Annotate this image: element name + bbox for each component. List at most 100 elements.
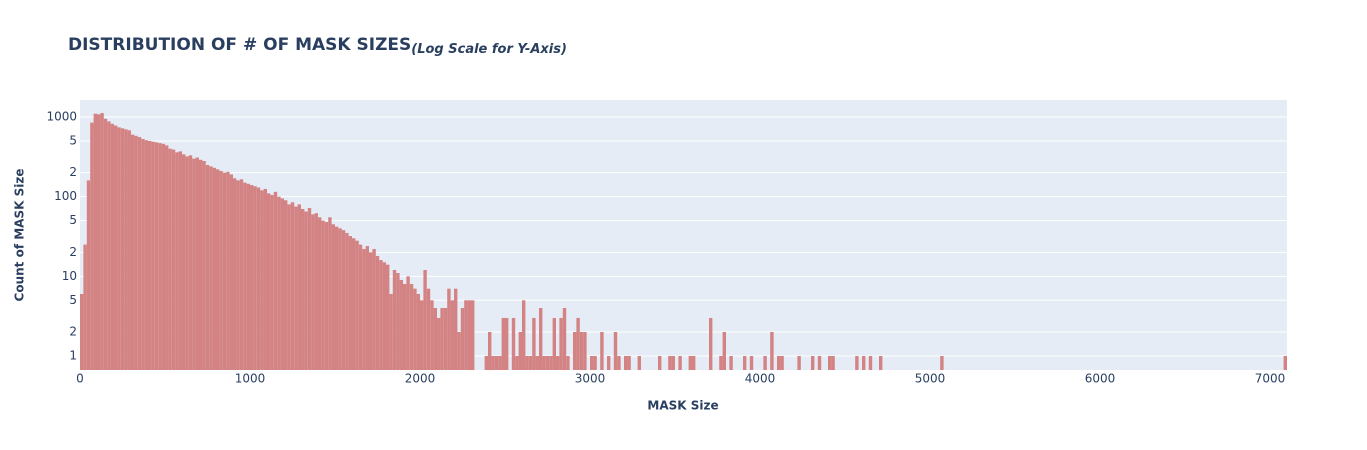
bar xyxy=(219,170,223,370)
bar xyxy=(722,332,726,370)
bar xyxy=(233,178,237,370)
bar xyxy=(392,270,397,370)
bar xyxy=(168,148,172,370)
bar xyxy=(284,200,288,370)
bar xyxy=(182,154,186,370)
bar xyxy=(542,355,546,370)
bar xyxy=(318,217,322,370)
bar xyxy=(624,355,628,370)
bar xyxy=(423,270,427,370)
bar xyxy=(583,332,587,370)
bar xyxy=(158,143,162,370)
bar xyxy=(780,355,784,370)
bar xyxy=(443,308,448,370)
bar xyxy=(855,355,859,370)
bar xyxy=(93,113,97,371)
bar xyxy=(729,355,733,370)
bar xyxy=(294,206,298,370)
bar xyxy=(688,355,692,370)
bar xyxy=(202,161,206,370)
bar xyxy=(114,125,118,370)
bar xyxy=(348,236,352,370)
bar xyxy=(498,355,502,370)
bar xyxy=(375,255,380,370)
bar xyxy=(447,288,451,370)
bar xyxy=(216,169,220,370)
y-tick-label: 2 xyxy=(69,245,77,259)
bar xyxy=(185,156,189,370)
bar xyxy=(270,194,274,370)
bar xyxy=(355,240,359,370)
bar xyxy=(97,114,101,370)
bar xyxy=(797,355,801,370)
bar xyxy=(331,224,335,370)
bar xyxy=(86,180,91,370)
bar xyxy=(811,355,815,370)
y-tick-label: 10 xyxy=(62,269,77,283)
bar xyxy=(593,355,597,370)
bar xyxy=(1283,355,1287,370)
bar xyxy=(236,180,240,370)
y-axis-title: Count of MASK Size xyxy=(13,169,27,302)
bar xyxy=(389,293,393,370)
bar xyxy=(518,332,522,370)
bar xyxy=(358,244,363,370)
bar xyxy=(437,317,441,370)
x-tick-label: 4000 xyxy=(745,372,776,386)
bar xyxy=(175,152,179,370)
bar xyxy=(484,355,488,370)
bar xyxy=(413,288,417,370)
bar xyxy=(763,355,767,370)
bar xyxy=(321,220,325,370)
bar xyxy=(613,332,618,370)
bar xyxy=(522,300,526,370)
x-tick-label: 3000 xyxy=(575,372,606,386)
bar xyxy=(692,355,696,370)
bar xyxy=(566,355,570,370)
bar xyxy=(607,355,611,370)
bar xyxy=(868,355,873,370)
bar xyxy=(668,355,672,370)
bar xyxy=(134,135,138,370)
bar xyxy=(576,317,580,370)
bar xyxy=(103,118,108,371)
bar xyxy=(403,284,407,370)
bar xyxy=(260,190,264,370)
bar xyxy=(178,151,182,370)
x-tick-label: 7000 xyxy=(1255,372,1286,386)
bar xyxy=(277,196,281,370)
bar xyxy=(83,244,87,370)
bar xyxy=(165,145,169,370)
bar xyxy=(246,183,250,370)
bar xyxy=(719,355,723,370)
bar xyxy=(314,213,318,370)
y-tick-label: 1000 xyxy=(46,109,77,123)
bar xyxy=(141,138,145,370)
bar xyxy=(420,300,424,370)
bar xyxy=(352,238,356,370)
bar xyxy=(399,279,403,370)
bar xyxy=(600,332,604,370)
bar xyxy=(328,217,332,370)
y-tick-label: 5 xyxy=(69,133,77,147)
bar xyxy=(209,166,213,370)
bar xyxy=(117,127,121,370)
bar xyxy=(430,300,434,370)
bar xyxy=(148,140,152,370)
bar xyxy=(627,355,631,370)
x-tick-label: 0 xyxy=(76,372,84,386)
bar xyxy=(90,122,94,371)
bar xyxy=(301,208,305,370)
bar xyxy=(817,355,822,370)
bar xyxy=(304,211,308,370)
bar xyxy=(273,191,278,370)
bar xyxy=(120,128,125,370)
bar xyxy=(131,134,135,370)
bar xyxy=(426,288,431,370)
bar xyxy=(311,214,315,370)
bar xyxy=(287,204,291,370)
bar xyxy=(562,308,567,370)
bar xyxy=(253,186,257,370)
bar xyxy=(579,332,584,370)
